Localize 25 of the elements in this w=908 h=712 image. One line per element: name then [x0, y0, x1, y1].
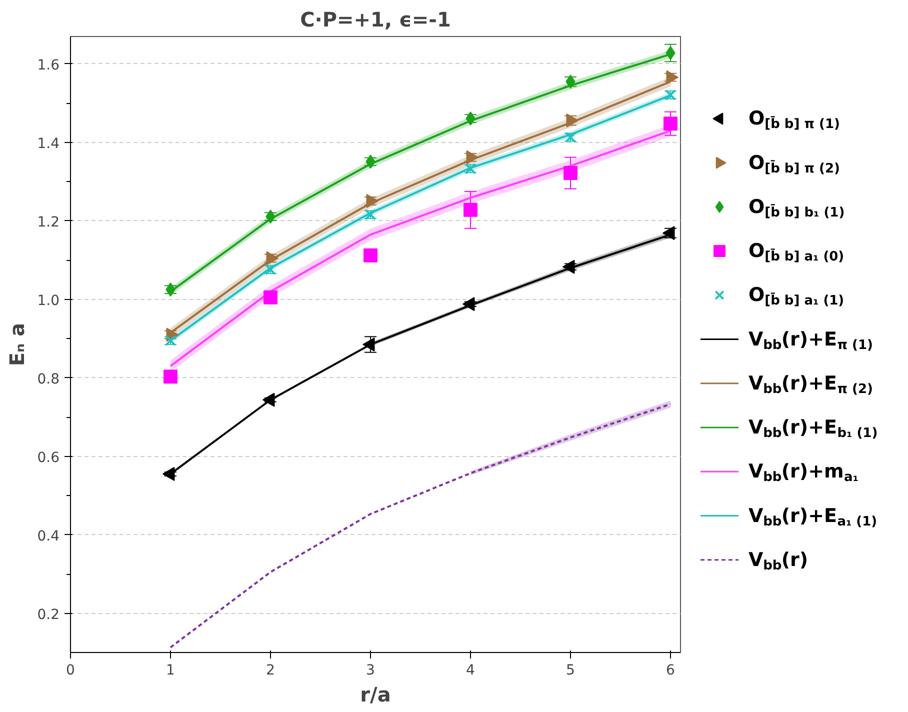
line-series [170, 403, 672, 648]
chart-title: C·P=+1, ϵ=-1 [300, 8, 451, 32]
y-tick-label: 1.0 [37, 292, 60, 309]
y-axis-title: Eₙ a [5, 322, 30, 366]
y-tick-label: 1.2 [37, 214, 60, 230]
y-tick-label: 0.8 [37, 371, 60, 388]
point [664, 116, 678, 131]
point [364, 248, 378, 262]
point [464, 202, 478, 217]
y-tick-label: 0.6 [37, 450, 60, 466]
x-tick-label: 2 [266, 662, 275, 678]
x-tick-label: 1 [166, 662, 175, 678]
x-tick-label: 4 [466, 662, 476, 678]
point [164, 370, 178, 384]
y-tick-label: 1.4 [37, 136, 60, 152]
point [264, 290, 278, 304]
y-tick-label: 0.2 [37, 606, 60, 623]
x-tick-label: 5 [566, 662, 575, 678]
x-axis-title: r/a [360, 682, 391, 706]
x-tick-label: 6 [666, 662, 676, 678]
point [564, 166, 578, 180]
y-tick-label: 0.4 [37, 528, 60, 544]
y-tick-label: 1.6 [37, 57, 60, 74]
x-tick-label: 0 [66, 662, 75, 678]
x-tick-label: 3 [366, 662, 375, 678]
